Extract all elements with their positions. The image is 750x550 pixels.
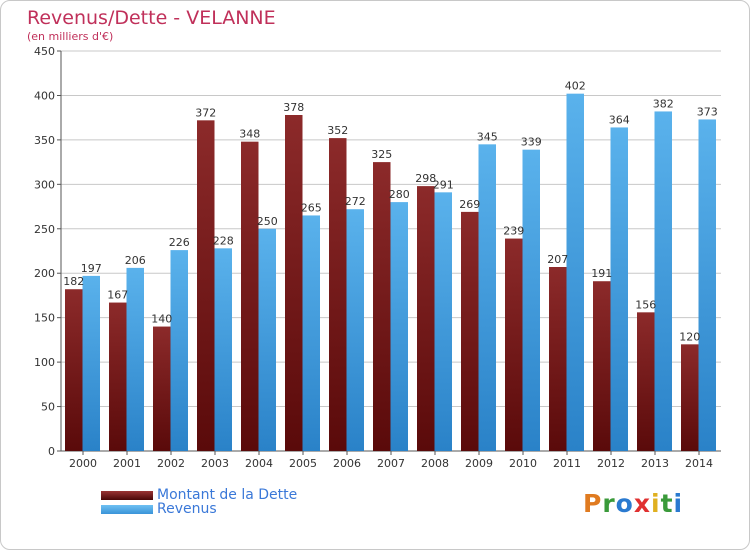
revenue-data-label: 402 — [565, 80, 586, 93]
revenue-data-label: 265 — [301, 201, 322, 214]
revenue-bar — [478, 144, 496, 452]
y-tick-label: 200 — [34, 267, 55, 280]
x-tick-label: 2013 — [641, 457, 669, 470]
y-tick-label: 250 — [34, 223, 55, 236]
revenue-data-label: 250 — [257, 215, 278, 228]
debt-data-label: 298 — [415, 172, 436, 185]
y-tick-label: 50 — [41, 401, 55, 414]
revenue-data-label: 226 — [169, 236, 190, 249]
debt-bar — [637, 312, 655, 451]
legend-swatch-revenue — [101, 504, 153, 514]
revenue-data-label: 382 — [653, 97, 674, 110]
x-tick-label: 2005 — [289, 457, 317, 470]
x-tick-label: 2001 — [113, 457, 141, 470]
revenue-data-label: 206 — [125, 254, 146, 267]
x-tick-label: 2008 — [421, 457, 449, 470]
legend-label-revenue: Revenus — [157, 501, 217, 517]
chart-subtitle: (en milliers d'€) — [27, 30, 114, 43]
debt-data-label: 207 — [547, 253, 568, 266]
debt-bar — [417, 186, 435, 451]
debt-bar — [549, 267, 567, 451]
revenue-bar — [566, 93, 584, 452]
revenue-bar — [170, 250, 188, 451]
y-tick-label: 0 — [48, 445, 55, 458]
debt-bar — [285, 115, 303, 451]
debt-bar — [329, 138, 347, 451]
debt-data-label: 352 — [327, 124, 348, 137]
debt-data-label: 156 — [635, 298, 656, 311]
debt-bar — [505, 238, 523, 451]
revenue-data-label: 291 — [433, 178, 454, 191]
revenue-bar — [214, 248, 232, 451]
legend-swatch-debt — [101, 490, 153, 500]
x-tick-label: 2007 — [377, 457, 405, 470]
debt-bar — [593, 281, 611, 451]
debt-data-label: 182 — [63, 275, 84, 288]
debt-data-label: 372 — [195, 106, 216, 119]
debt-data-label: 120 — [679, 330, 700, 343]
revenue-data-label: 345 — [477, 130, 498, 143]
x-tick-label: 2003 — [201, 457, 229, 470]
proxiti-logo: Proxiti — [583, 489, 684, 518]
revenue-bar — [82, 275, 100, 451]
debt-bar — [197, 120, 215, 451]
revenue-bar — [610, 127, 628, 451]
revenue-bar — [346, 209, 364, 451]
y-tick-label: 100 — [34, 356, 55, 369]
debt-bar — [461, 211, 479, 451]
y-tick-label: 350 — [34, 134, 55, 147]
y-tick-label: 150 — [34, 312, 55, 325]
x-tick-label: 2000 — [69, 457, 97, 470]
legend-label-debt: Montant de la Dette — [157, 487, 298, 503]
debt-bar — [241, 141, 259, 451]
revenue-data-label: 364 — [609, 113, 630, 126]
debt-data-label: 167 — [107, 289, 128, 302]
x-tick-label: 2011 — [553, 457, 581, 470]
x-tick-label: 2010 — [509, 457, 537, 470]
revenue-data-label: 272 — [345, 195, 366, 208]
y-tick-label: 450 — [34, 45, 55, 58]
debt-bar — [373, 162, 391, 451]
y-tick-label: 300 — [34, 178, 55, 191]
x-tick-label: 2014 — [685, 457, 713, 470]
revenue-data-label: 280 — [389, 188, 410, 201]
revenue-data-label: 339 — [521, 136, 542, 149]
debt-data-label: 269 — [459, 198, 480, 211]
x-tick-label: 2006 — [333, 457, 361, 470]
revenue-bar — [258, 228, 276, 451]
revenue-bar — [654, 111, 672, 451]
revenue-data-label: 373 — [697, 105, 718, 118]
debt-data-label: 378 — [283, 101, 304, 114]
revenue-data-label: 228 — [213, 234, 234, 247]
debt-data-label: 325 — [371, 148, 392, 161]
debt-data-label: 140 — [151, 313, 172, 326]
revenue-data-label: 197 — [81, 262, 102, 275]
debt-bar — [681, 344, 699, 451]
debt-data-label: 348 — [239, 128, 260, 141]
revenue-bar — [522, 149, 540, 451]
debt-data-label: 239 — [503, 225, 524, 238]
debt-bar — [109, 302, 127, 451]
revenue-bar — [390, 202, 408, 451]
revenue-bar — [302, 215, 320, 451]
legend-item-debt: Montant de la Dette — [101, 487, 297, 503]
revenue-bar — [126, 267, 144, 451]
legend-item-revenue: Revenus — [101, 501, 217, 517]
x-tick-label: 2009 — [465, 457, 493, 470]
chart-title: Revenus/Dette - VELANNE — [27, 7, 276, 29]
debt-bar — [153, 326, 171, 451]
y-tick-label: 400 — [34, 89, 55, 102]
revenue-bar — [434, 192, 452, 452]
x-tick-label: 2004 — [245, 457, 273, 470]
debt-bar — [65, 289, 83, 451]
x-tick-label: 2012 — [597, 457, 625, 470]
x-tick-label: 2002 — [157, 457, 185, 470]
revenue-bar — [698, 119, 716, 451]
debt-data-label: 191 — [591, 267, 612, 280]
